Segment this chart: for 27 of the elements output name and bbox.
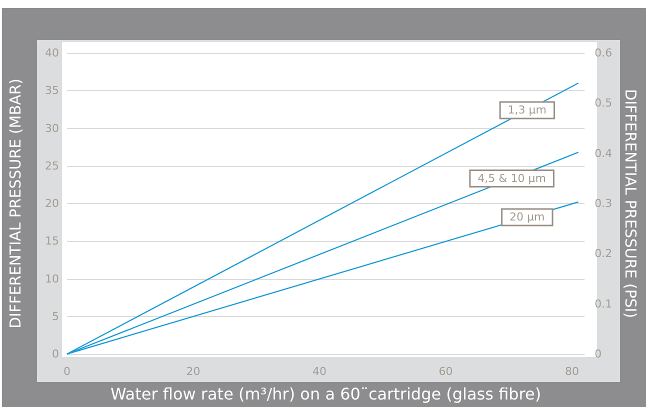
y-tick-label: 5 xyxy=(52,310,59,323)
annotation: 1,3 µm xyxy=(508,104,547,117)
y-tick-label: 10 xyxy=(45,272,59,286)
y-tick-label: 40 xyxy=(45,46,59,60)
x-tick-label: 40 xyxy=(312,365,326,378)
y-tick-label: 35 xyxy=(45,84,59,98)
annotation: 4,5 & 10 µm xyxy=(478,172,546,186)
x-axis-title: Water flow rate (m³/hr) on a 60¨cartridge (glass fibre) xyxy=(110,384,542,404)
y2-tick-label: 0.2 xyxy=(594,247,612,260)
x-tick-label: 20 xyxy=(186,365,200,378)
x-tick-label: 0 xyxy=(64,365,70,378)
y-tick-label: 30 xyxy=(45,122,59,135)
y2-axis-title: DIFFERENTIAL PRESSURE (PSI) xyxy=(622,88,640,318)
y2-tick-label: 0.5 xyxy=(594,96,612,110)
y-tick-label: 15 xyxy=(45,234,59,248)
y2-tick-label: 0.4 xyxy=(594,146,612,160)
x-tick-label: 60 xyxy=(438,365,453,378)
y-tick-label: 20 xyxy=(45,197,59,210)
y2-tick-label: 0.6 xyxy=(594,46,612,60)
y-tick-label: 0 xyxy=(52,348,59,360)
annotation: 20 µm xyxy=(510,210,545,224)
y-tick-label: 25 xyxy=(45,159,59,172)
y2-tick-label: 0.3 xyxy=(594,197,612,210)
y-axis-title: DIFFERENTIAL PRESSURE (MBAR) xyxy=(6,78,24,329)
y2-tick-label: 0.1 xyxy=(594,297,612,310)
x-tick-label: 80 xyxy=(564,365,579,378)
y2-tick-label: 0 xyxy=(594,348,602,360)
